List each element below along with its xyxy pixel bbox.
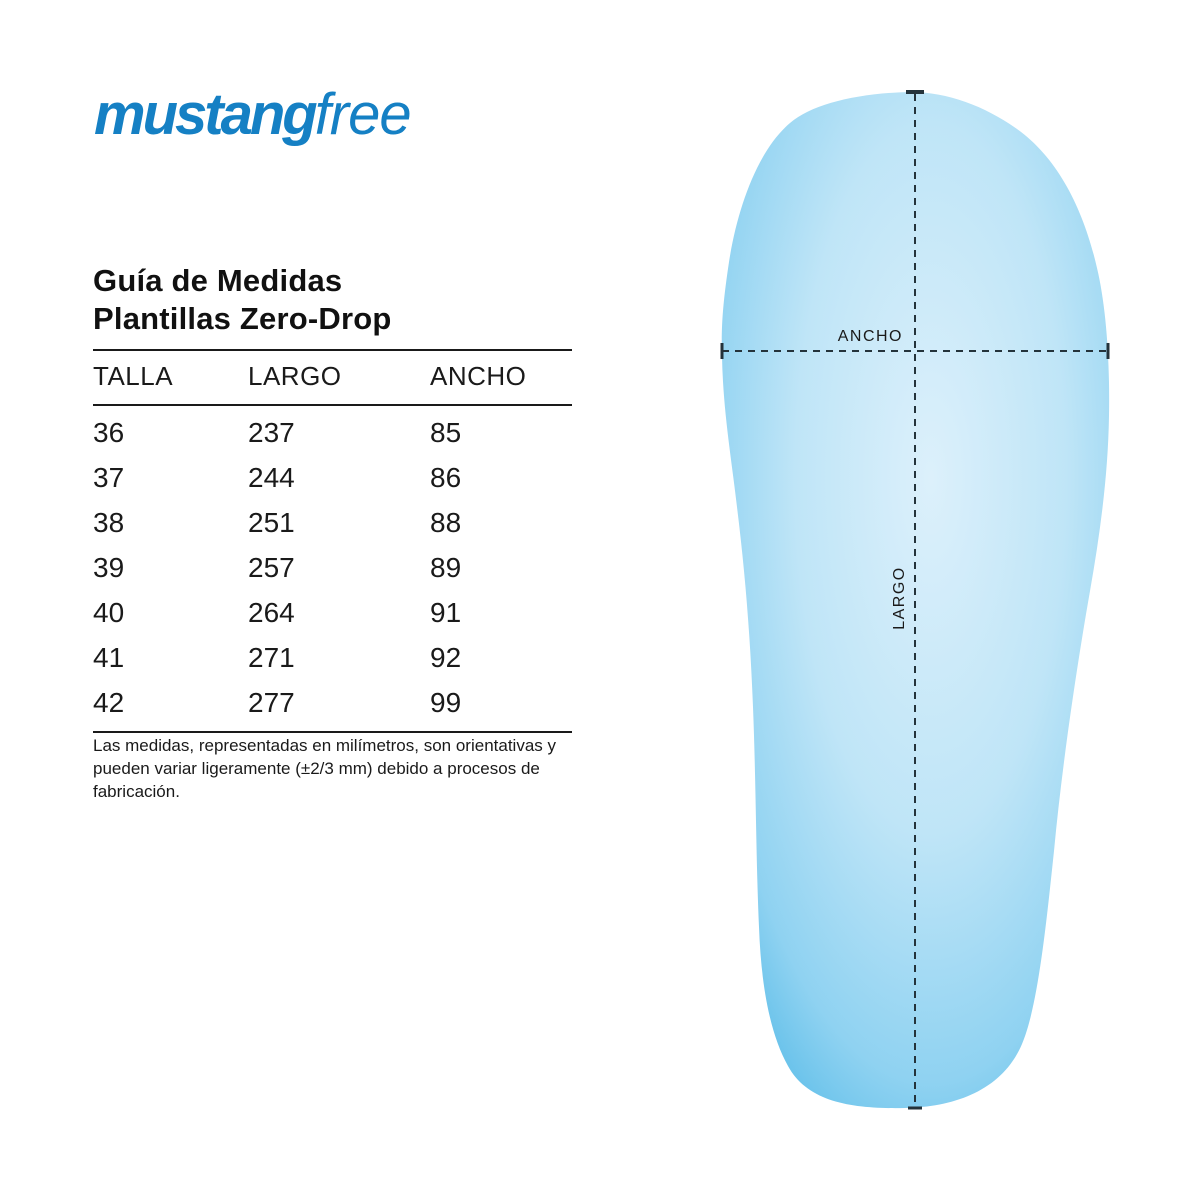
table-row: 40 264 91 [93, 590, 572, 635]
talla-cell: 36 [93, 417, 125, 448]
title-line-1: Guía de Medidas [93, 263, 343, 298]
logo-primary-text: mustang [94, 82, 318, 147]
ancho-cell: 88 [430, 507, 462, 538]
largo-label: LARGO [891, 566, 908, 630]
talla-cell: 40 [93, 597, 125, 628]
largo-cell: 264 [248, 597, 295, 628]
table-row: 42 277 99 [93, 680, 572, 725]
table-header-row: TALLA LARGO ANCHO [93, 351, 572, 406]
ancho-cell: 99 [430, 687, 462, 718]
table-body: 36 237 85 37 244 86 38 251 88 39 257 89 … [93, 406, 572, 733]
ancho-cell: 91 [430, 597, 462, 628]
brand-logo: mustangfree [94, 86, 412, 144]
largo-cell: 257 [248, 552, 295, 583]
ancho-cell: 89 [430, 552, 462, 583]
header-talla: TALLA [93, 361, 174, 391]
ancho-cell: 92 [430, 642, 462, 673]
talla-cell: 38 [93, 507, 125, 538]
ancho-label: ANCHO [838, 328, 903, 345]
header-largo: LARGO [248, 361, 342, 391]
table-row: 41 271 92 [93, 635, 572, 680]
table-row: 36 237 85 [93, 410, 572, 455]
largo-cell: 237 [248, 417, 295, 448]
talla-cell: 42 [93, 687, 125, 718]
largo-cell: 251 [248, 507, 295, 538]
table-row: 39 257 89 [93, 545, 572, 590]
largo-cell: 244 [248, 462, 295, 493]
talla-cell: 39 [93, 552, 125, 583]
insole-shape [721, 92, 1110, 1109]
page-title: Guía de Medidas Plantillas Zero-Drop [93, 262, 392, 338]
largo-cell: 277 [248, 687, 295, 718]
talla-cell: 41 [93, 642, 125, 673]
largo-cell: 271 [248, 642, 295, 673]
table-row: 37 244 86 [93, 455, 572, 500]
table-row: 38 251 88 [93, 500, 572, 545]
header-ancho: ANCHO [430, 361, 527, 391]
ancho-cell: 85 [430, 417, 462, 448]
title-line-2: Plantillas Zero-Drop [93, 301, 392, 336]
measurement-disclaimer: Las medidas, representadas en milímetros… [93, 736, 557, 801]
size-table: TALLA LARGO ANCHO 36 237 85 37 244 86 38… [93, 349, 572, 733]
talla-cell: 37 [93, 462, 125, 493]
logo-secondary-text: free [314, 82, 412, 147]
ancho-cell: 86 [430, 462, 462, 493]
insole-diagram: ANCHO LARGO [720, 90, 1110, 1110]
